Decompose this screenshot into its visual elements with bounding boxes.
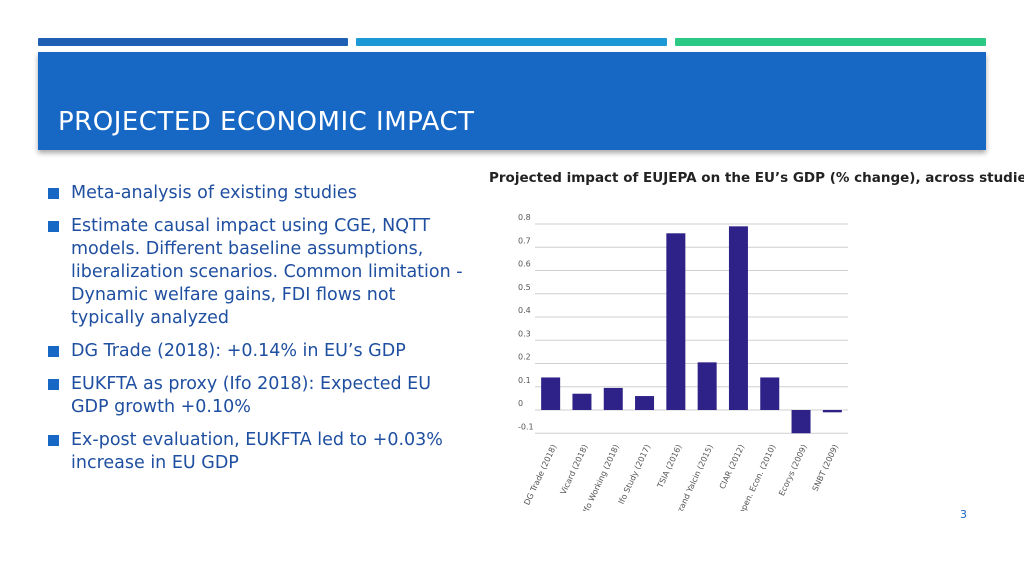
x-tick-label: SNBT (2009): [811, 443, 841, 493]
bullet-text: DG Trade (2018): +0.14% in EU’s GDP: [71, 341, 406, 361]
y-tick-label: 0.1: [518, 376, 531, 385]
y-tick-label: 0: [518, 399, 523, 408]
square-bullet-icon: [48, 379, 59, 390]
slide-number: 3: [960, 508, 967, 521]
bullet-text: Ex-post evaluation, EUKFTA led to +0.03%…: [71, 430, 443, 473]
x-tick-label: CIAR (2012): [718, 443, 746, 490]
bullet-item: Ex-post evaluation, EUKFTA led to +0.03%…: [46, 429, 466, 475]
bar: [603, 387, 623, 410]
bullet-text: EUKFTA as proxy (Ifo 2018): Expected EU …: [71, 374, 432, 417]
y-tick-label: 0.6: [518, 260, 531, 269]
x-tick-label: DG Trade (2018): [522, 443, 558, 507]
x-tick-label: Ecorys (2009): [777, 443, 809, 497]
bar: [697, 362, 717, 410]
square-bullet-icon: [48, 435, 59, 446]
square-bullet-icon: [48, 221, 59, 232]
y-tick-label: 0.2: [518, 353, 531, 362]
x-tick-label: Vicard (2018): [559, 443, 590, 496]
bullet-item: DG Trade (2018): +0.14% in EU’s GDP: [46, 340, 466, 363]
bar: [572, 393, 592, 410]
square-bullet-icon: [48, 346, 59, 357]
bar: [635, 396, 655, 410]
y-tick-label: 0.5: [518, 283, 531, 292]
square-bullet-icon: [48, 188, 59, 199]
bullet-item: Meta-analysis of existing studies: [46, 182, 466, 205]
bar: [760, 377, 780, 410]
y-tick-label: 0.4: [518, 306, 531, 315]
bullet-list: Meta-analysis of existing studies Estima…: [46, 182, 466, 485]
bar-chart: 0.8 0.7 0.6 0.5 0.4 0.3 0.2 0.1 0 -0.1 DG Trade (2…: [518, 213, 848, 511]
bullet-text: Meta-analysis of existing studies: [71, 183, 357, 203]
chart-title: Projected impact of EUJEPA on the EU’s G…: [489, 170, 1024, 186]
title-banner: PROJECTED ECONOMIC IMPACT: [38, 52, 986, 150]
accent-stripe-light-blue: [356, 38, 667, 46]
y-tick-label: -0.1: [518, 422, 534, 431]
x-tick-label: Ifo Working (2018): [581, 443, 621, 511]
y-tick-label: 0.7: [518, 236, 531, 245]
bullet-item: EUKFTA as proxy (Ifo 2018): Expected EU …: [46, 373, 466, 419]
bar: [541, 377, 561, 410]
bar: [728, 226, 748, 410]
bar: [791, 410, 811, 434]
accent-stripe-dark-blue: [38, 38, 348, 46]
bullet-item: Estimate causal impact using CGE, NQTT m…: [46, 215, 466, 330]
y-tick-label: 0.3: [518, 329, 531, 338]
bar: [822, 410, 842, 413]
bar: [666, 233, 686, 410]
y-tick-label: 0.8: [518, 213, 531, 222]
bullet-text: Estimate causal impact using CGE, NQTT m…: [71, 216, 463, 328]
slide-title: PROJECTED ECONOMIC IMPACT: [58, 107, 475, 137]
chart-figure: 0.8 0.7 0.6 0.5 0.4 0.3 0.2 0.1 0 -0.1 DG Trade (2…: [485, 166, 1024, 511]
x-tick-label: Ifo Study (2017): [617, 443, 653, 506]
x-tick-label: TSIA (2016): [655, 443, 683, 490]
accent-stripe-green: [675, 38, 986, 46]
